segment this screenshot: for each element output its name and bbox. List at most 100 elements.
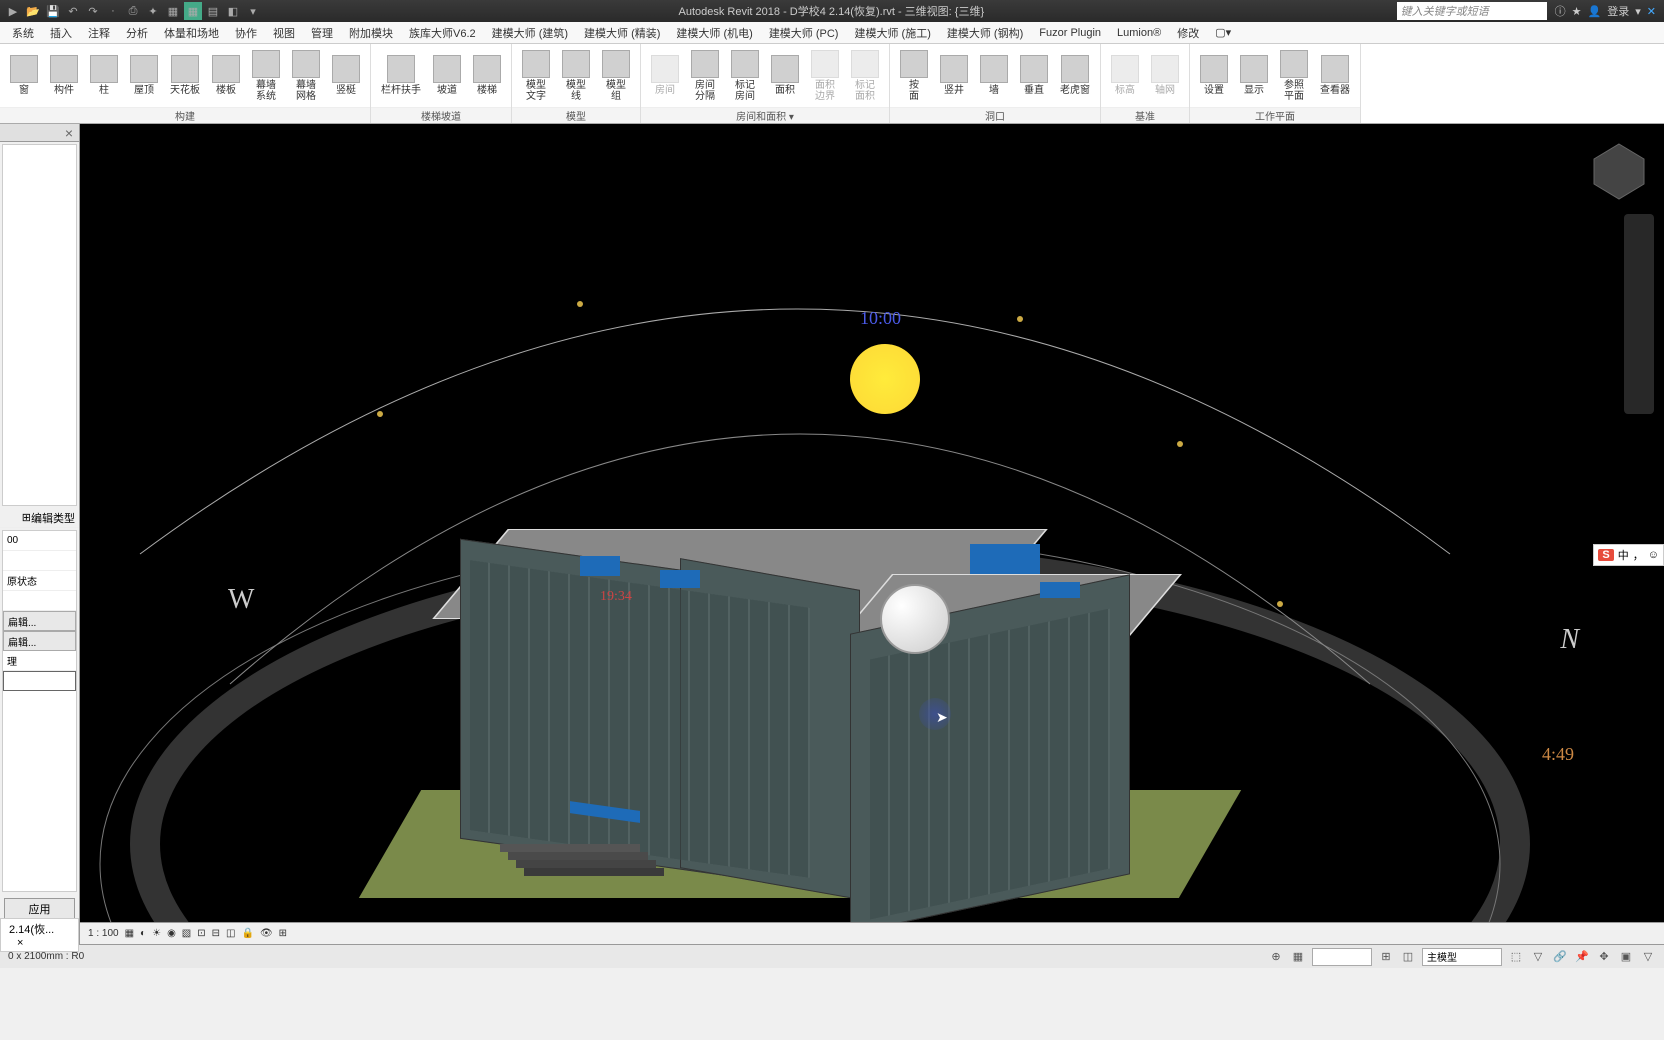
- vc-reveal-icon[interactable]: ⊞: [279, 928, 287, 939]
- prop-row[interactable]: 00: [3, 531, 76, 551]
- menu-bm-steel[interactable]: 建模大师 (钢构): [939, 23, 1031, 43]
- tool-button[interactable]: 屋顶: [126, 53, 162, 98]
- sb-icon[interactable]: ⊞: [1378, 949, 1394, 965]
- user-icon[interactable]: 👤: [1588, 5, 1602, 18]
- prop-row[interactable]: [3, 551, 76, 571]
- menu-bm-pc[interactable]: 建模大师 (PC): [761, 23, 847, 43]
- sb-drag-icon[interactable]: ✥: [1596, 949, 1612, 965]
- prop-edit-btn[interactable]: 扁辑...: [3, 631, 76, 651]
- sb-icon[interactable]: ▦: [1290, 949, 1306, 965]
- sb-icon[interactable]: ⊕: [1268, 949, 1284, 965]
- 3d-viewport[interactable]: 10:00 W N 4:49: [80, 124, 1664, 944]
- vc-visual-icon[interactable]: ☀: [152, 928, 161, 939]
- vc-crop2-icon[interactable]: ◫: [226, 928, 235, 939]
- menu-bm-fine[interactable]: 建模大师 (精装): [576, 23, 668, 43]
- vc-icon[interactable]: ▦: [125, 928, 134, 939]
- tool-button[interactable]: 墙: [976, 53, 1012, 98]
- tool-button[interactable]: 竖井: [936, 53, 972, 98]
- tool-button[interactable]: 坡道: [429, 53, 465, 98]
- tool-button[interactable]: 模型组: [598, 48, 634, 104]
- prop-row[interactable]: [3, 591, 76, 611]
- tool-button[interactable]: 垂直: [1016, 53, 1052, 98]
- sb-icon[interactable]: ◫: [1400, 949, 1416, 965]
- vc-sun-icon[interactable]: ◉: [167, 928, 176, 939]
- tool-button[interactable]: 模型线: [558, 48, 594, 104]
- menu-analyze[interactable]: 分析: [118, 23, 156, 43]
- qat-undo-icon[interactable]: ↶: [64, 2, 82, 20]
- tool-button[interactable]: 查看器: [1316, 53, 1354, 98]
- sb-face-icon[interactable]: ▣: [1618, 949, 1634, 965]
- vc-render-icon[interactable]: ⊡: [197, 928, 205, 939]
- tool-button[interactable]: 幕墙系统: [248, 48, 284, 104]
- menu-system[interactable]: 系统: [4, 23, 42, 43]
- sb-end-icon[interactable]: ▽: [1640, 949, 1656, 965]
- menu-end[interactable]: ▢▾: [1207, 24, 1239, 41]
- menu-addins[interactable]: 附加模块: [341, 23, 401, 43]
- qat-save-icon[interactable]: 💾: [44, 2, 62, 20]
- edit-type-row[interactable]: ⊞ 编辑类型: [0, 508, 79, 528]
- worksets-combo[interactable]: [1312, 948, 1372, 966]
- tool-button[interactable]: 老虎窗: [1056, 53, 1094, 98]
- qat-tool3-icon[interactable]: ▦: [184, 2, 202, 20]
- ime-indicator[interactable]: S 中 ， ☺: [1593, 544, 1664, 566]
- tool-button[interactable]: 栏杆扶手: [377, 53, 425, 98]
- sb-select-icon[interactable]: ⬚: [1508, 949, 1524, 965]
- star-icon[interactable]: ★: [1572, 5, 1582, 18]
- help-icon[interactable]: ▾: [1635, 5, 1641, 18]
- menu-bm-const[interactable]: 建模大师 (施工): [846, 23, 938, 43]
- vc-crop-icon[interactable]: ⊟: [212, 928, 220, 939]
- menu-collab[interactable]: 协作: [227, 23, 265, 43]
- qat-tool4-icon[interactable]: ▤: [204, 2, 222, 20]
- info-icon[interactable]: ⓘ: [1555, 3, 1566, 19]
- menu-bm-mep[interactable]: 建模大师 (机电): [668, 23, 760, 43]
- menu-fuzor[interactable]: Fuzor Plugin: [1031, 25, 1109, 41]
- tool-button[interactable]: 模型文字: [518, 48, 554, 104]
- menu-modify[interactable]: 修改: [1169, 23, 1207, 43]
- sb-pin-icon[interactable]: 📌: [1574, 949, 1590, 965]
- tool-button[interactable]: 显示: [1236, 53, 1272, 98]
- menu-manage[interactable]: 管理: [303, 23, 341, 43]
- tool-button[interactable]: 构件: [46, 53, 82, 98]
- navigation-bar[interactable]: [1624, 214, 1654, 414]
- sb-link-icon[interactable]: 🔗: [1552, 949, 1568, 965]
- qat-tool2-icon[interactable]: ▦: [164, 2, 182, 20]
- close-window-icon[interactable]: ✕: [1647, 5, 1656, 18]
- tool-button[interactable]: 楼板: [208, 53, 244, 98]
- tool-button[interactable]: 柱: [86, 53, 122, 98]
- sb-filter-icon[interactable]: ▽: [1530, 949, 1546, 965]
- app-menu-icon[interactable]: ▶: [4, 2, 22, 20]
- scale-label[interactable]: 1 : 100: [88, 928, 119, 939]
- close-panel-icon[interactable]: ×: [61, 125, 77, 141]
- qat-dropdown-icon[interactable]: ▾: [244, 2, 262, 20]
- qat-open-icon[interactable]: 📂: [24, 2, 42, 20]
- vc-shadow-icon[interactable]: ▧: [182, 928, 191, 939]
- menu-annotate[interactable]: 注释: [80, 23, 118, 43]
- menu-massing[interactable]: 体量和场地: [156, 23, 227, 43]
- menu-insert[interactable]: 插入: [42, 23, 80, 43]
- tool-button[interactable]: 房间分隔: [687, 48, 723, 104]
- tool-button[interactable]: 按面: [896, 48, 932, 104]
- menu-bm-arch[interactable]: 建模大师 (建筑): [484, 23, 576, 43]
- design-option-combo[interactable]: 主模型: [1422, 948, 1502, 966]
- view-cube[interactable]: [1584, 134, 1654, 204]
- tool-button[interactable]: 竖梃: [328, 53, 364, 98]
- building-model[interactable]: 19:34: [450, 474, 1150, 924]
- qat-redo-icon[interactable]: ↷: [84, 2, 102, 20]
- vc-lock-icon[interactable]: 🔒: [241, 928, 253, 939]
- search-input[interactable]: 键入关键字或短语: [1397, 2, 1547, 20]
- tool-button[interactable]: 天花板: [166, 53, 204, 98]
- close-tab-icon[interactable]: ×: [17, 937, 23, 949]
- login-link[interactable]: 登录: [1607, 3, 1629, 19]
- qat-tool-icon[interactable]: ✦: [144, 2, 162, 20]
- qat-tool5-icon[interactable]: ◧: [224, 2, 242, 20]
- tool-button[interactable]: 设置: [1196, 53, 1232, 98]
- tool-button[interactable]: 窗: [6, 53, 42, 98]
- qat-print-icon[interactable]: ⎙: [124, 2, 142, 20]
- tool-button[interactable]: 幕墙网格: [288, 48, 324, 104]
- sun-indicator[interactable]: [850, 344, 920, 414]
- menu-famlib[interactable]: 族库大师V6.2: [401, 23, 484, 43]
- prop-row[interactable]: 原状态: [3, 571, 76, 591]
- tool-button[interactable]: 楼梯: [469, 53, 505, 98]
- menu-lumion[interactable]: Lumion®: [1109, 25, 1169, 41]
- project-tab[interactable]: 2.14(恢... ×: [0, 918, 79, 952]
